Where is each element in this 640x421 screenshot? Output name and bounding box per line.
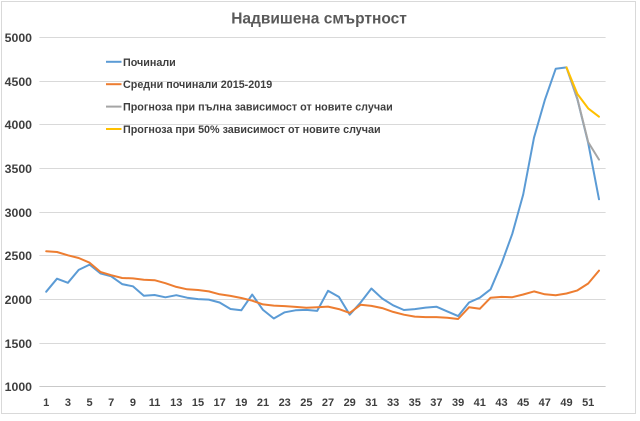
svg-text:3000: 3000 — [5, 206, 33, 220]
svg-text:7: 7 — [108, 397, 114, 409]
svg-text:29: 29 — [344, 397, 356, 409]
svg-text:49: 49 — [560, 397, 572, 409]
svg-text:21: 21 — [257, 397, 269, 409]
svg-text:Прогноза при 50% зависимост от: Прогноза при 50% зависимост от новите сл… — [123, 124, 381, 136]
svg-text:3500: 3500 — [5, 162, 33, 176]
svg-text:47: 47 — [539, 397, 551, 409]
svg-text:23: 23 — [279, 397, 291, 409]
svg-text:15: 15 — [192, 397, 204, 409]
svg-text:4000: 4000 — [5, 118, 33, 132]
svg-text:33: 33 — [387, 397, 399, 409]
svg-text:5000: 5000 — [5, 31, 33, 45]
svg-text:11: 11 — [149, 397, 161, 409]
svg-text:2000: 2000 — [5, 293, 33, 307]
svg-text:4500: 4500 — [5, 75, 33, 89]
svg-text:13: 13 — [170, 397, 182, 409]
svg-text:39: 39 — [452, 397, 464, 409]
svg-text:41: 41 — [474, 397, 486, 409]
svg-text:5: 5 — [87, 397, 93, 409]
svg-text:27: 27 — [322, 397, 334, 409]
svg-text:Надвишена смъртност: Надвишена смъртност — [231, 11, 407, 28]
svg-text:19: 19 — [235, 397, 247, 409]
svg-text:43: 43 — [495, 397, 507, 409]
svg-text:Починали: Починали — [123, 57, 176, 69]
svg-text:51: 51 — [582, 397, 594, 409]
svg-text:3: 3 — [65, 397, 71, 409]
svg-text:9: 9 — [130, 397, 136, 409]
svg-text:45: 45 — [517, 397, 529, 409]
svg-text:31: 31 — [365, 397, 377, 409]
svg-text:2500: 2500 — [5, 249, 33, 263]
svg-text:17: 17 — [213, 397, 225, 409]
svg-text:37: 37 — [430, 397, 442, 409]
svg-text:25: 25 — [300, 397, 312, 409]
svg-text:Средни починали 2015-2019: Средни починали 2015-2019 — [123, 79, 272, 91]
svg-text:1500: 1500 — [5, 337, 33, 351]
svg-text:1000: 1000 — [5, 380, 33, 394]
svg-text:1: 1 — [43, 397, 49, 409]
svg-text:35: 35 — [409, 397, 421, 409]
svg-text:Прогноза при пълна зависимост: Прогноза при пълна зависимост от новите … — [123, 102, 393, 114]
